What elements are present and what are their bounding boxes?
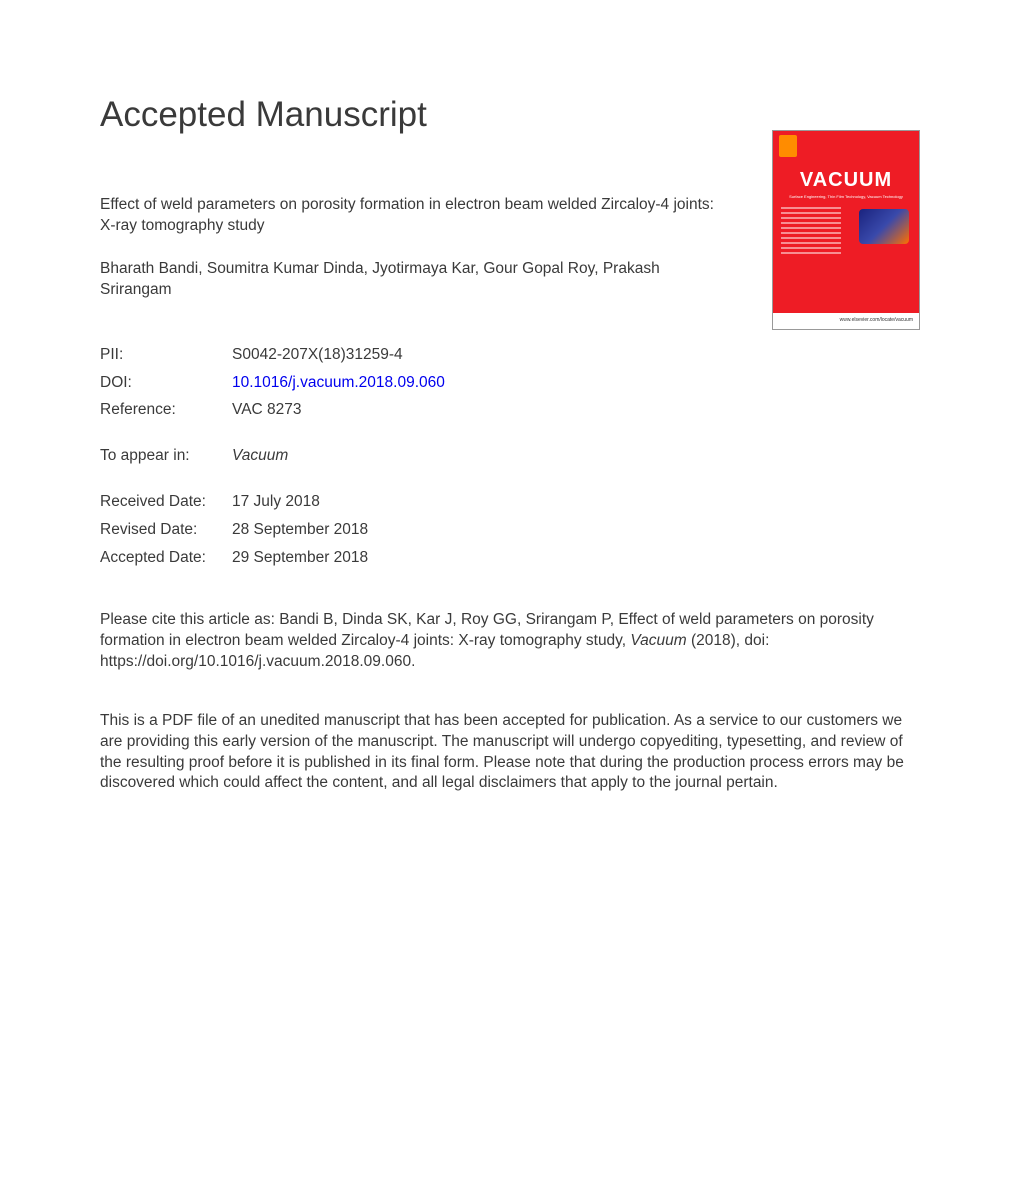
meta-label-received: Received Date: [100, 488, 232, 516]
elsevier-logo-icon [779, 135, 797, 157]
cover-graphic-icon [859, 209, 909, 244]
meta-value-reference: VAC 8273 [232, 396, 920, 424]
meta-row-revised: Revised Date: 28 September 2018 [100, 516, 920, 544]
citation-journal-name: Vacuum [630, 632, 686, 649]
meta-row-received: Received Date: 17 July 2018 [100, 488, 920, 516]
meta-value-to-appear: Vacuum [232, 442, 920, 470]
meta-value-revised: 28 September 2018 [232, 516, 920, 544]
cover-journal-title: VACUUM [773, 169, 919, 192]
meta-row-reference: Reference: VAC 8273 [100, 396, 920, 424]
metadata-table: PII: S0042-207X(18)31259-4 DOI: 10.1016/… [100, 341, 920, 572]
doi-link[interactable]: 10.1016/j.vacuum.2018.09.060 [232, 369, 920, 397]
cover-footer: www.elsevier.com/locate/vacuum [773, 313, 919, 329]
meta-value-accepted: 29 September 2018 [232, 544, 920, 572]
cover-header [773, 131, 919, 161]
meta-label-reference: Reference: [100, 396, 232, 424]
meta-value-received: 17 July 2018 [232, 488, 920, 516]
disclaimer-text: This is a PDF file of an unedited manusc… [100, 711, 920, 795]
cover-body [773, 199, 919, 269]
meta-label-pii: PII: [100, 341, 232, 369]
journal-cover-thumbnail: VACUUM Surface Engineering, Thin Film Te… [772, 130, 920, 330]
meta-row-accepted: Accepted Date: 29 September 2018 [100, 544, 920, 572]
meta-label-to-appear: To appear in: [100, 442, 232, 470]
meta-label-revised: Revised Date: [100, 516, 232, 544]
citation-instruction: Please cite this article as: Bandi B, Di… [100, 610, 920, 673]
meta-row-pii: PII: S0042-207X(18)31259-4 [100, 341, 920, 369]
meta-value-pii: S0042-207X(18)31259-4 [232, 341, 920, 369]
meta-row-doi: DOI: 10.1016/j.vacuum.2018.09.060 [100, 369, 920, 397]
page-heading: Accepted Manuscript [100, 95, 920, 135]
author-list: Bharath Bandi, Soumitra Kumar Dinda, Jyo… [100, 259, 720, 301]
cover-text-lines [781, 207, 841, 257]
meta-row-to-appear: To appear in: Vacuum [100, 442, 920, 470]
cover-publisher-url: www.elsevier.com/locate/vacuum [773, 313, 919, 327]
meta-label-doi: DOI: [100, 369, 232, 397]
meta-label-accepted: Accepted Date: [100, 544, 232, 572]
article-title: Effect of weld parameters on porosity fo… [100, 195, 720, 237]
